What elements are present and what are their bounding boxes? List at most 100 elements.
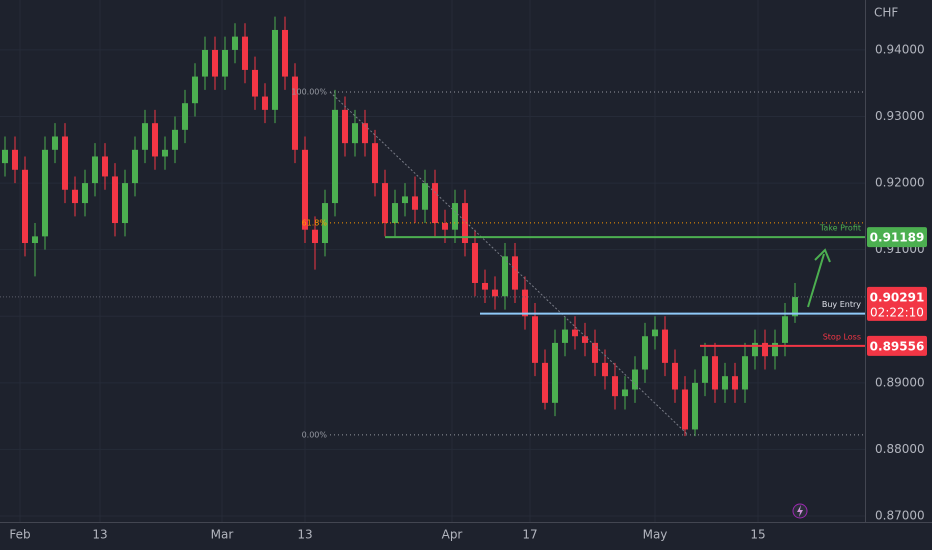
- candle-body: [642, 336, 648, 370]
- candle-body: [262, 96, 268, 110]
- candle-body: [132, 149, 138, 184]
- x-tick-label: 15: [750, 528, 765, 542]
- fib-trend-line: [329, 91, 689, 436]
- candle-body: [542, 362, 548, 403]
- candle-body: [552, 342, 558, 403]
- candle-body: [392, 203, 398, 224]
- candle-body: [532, 316, 538, 363]
- candle-body: [252, 69, 258, 97]
- level-label: Stop Loss: [823, 332, 861, 341]
- candle-body: [572, 329, 578, 337]
- candle-body: [212, 49, 218, 77]
- candle-body: [32, 236, 38, 244]
- last-price-label: 0.90291: [870, 290, 925, 304]
- candle-body: [742, 356, 748, 390]
- candle-body: [52, 136, 58, 150]
- price-tag: [867, 335, 927, 356]
- x-tick-label: 13: [297, 528, 312, 542]
- candle-body: [42, 149, 48, 237]
- candle-body: [192, 76, 198, 104]
- fib-label: 61.8%: [302, 218, 328, 227]
- candle-body: [242, 36, 248, 70]
- candle-body: [522, 289, 528, 317]
- candle-body: [222, 49, 228, 77]
- candle-body: [102, 156, 108, 177]
- candle-body: [772, 342, 778, 357]
- candle-body: [362, 123, 368, 144]
- y-tick-label: 0.94000: [875, 42, 925, 56]
- countdown: 02:22:10: [870, 305, 924, 319]
- candle-body: [162, 149, 168, 157]
- candle-body: [632, 369, 638, 390]
- level-label: Take Profit: [819, 224, 861, 233]
- candle-body: [762, 342, 768, 357]
- candle-body: [602, 362, 608, 377]
- candle-body: [92, 156, 98, 184]
- candle-body: [582, 336, 588, 343]
- fib-label: 100.00%: [291, 87, 327, 96]
- candle-body: [612, 376, 618, 397]
- candle-body: [462, 203, 468, 244]
- axis-title: CHF: [874, 6, 898, 20]
- candle-body: [662, 329, 668, 363]
- candle-body: [712, 356, 718, 390]
- y-tick-label: 0.89000: [875, 375, 925, 389]
- candle-body: [722, 376, 728, 390]
- candle-body: [732, 376, 738, 390]
- candle-body: [12, 149, 18, 170]
- price-tag-label: 0.89556: [870, 339, 925, 353]
- price-tag: [867, 227, 927, 248]
- candle-body: [702, 356, 708, 383]
- candle-body: [562, 329, 568, 343]
- candle-body: [62, 136, 68, 190]
- candle-body: [502, 256, 508, 297]
- x-tick-label: Apr: [442, 528, 463, 542]
- candle-body: [592, 342, 598, 363]
- candle-body: [122, 183, 128, 224]
- candle-body: [202, 49, 208, 77]
- x-tick-label: Mar: [211, 528, 234, 542]
- candle-body: [342, 109, 348, 144]
- price-tag-label: 0.91189: [870, 231, 925, 245]
- candle-body: [432, 183, 438, 224]
- candle-body: [422, 183, 428, 210]
- candle-body: [352, 123, 358, 144]
- candle-body: [682, 389, 688, 430]
- fib-label: 0.00%: [302, 430, 328, 439]
- candle-body: [472, 243, 478, 283]
- candle-body: [2, 149, 8, 164]
- y-tick-label: 0.93000: [875, 109, 925, 123]
- candle-body: [412, 196, 418, 210]
- candle-body: [492, 289, 498, 297]
- candle-body: [292, 76, 298, 150]
- candle-body: [442, 223, 448, 230]
- candle-body: [322, 203, 328, 244]
- x-tick-label: May: [643, 528, 668, 542]
- candle-body: [232, 36, 238, 50]
- candle-body: [382, 183, 388, 224]
- y-tick-label: 0.88000: [875, 442, 925, 456]
- last-price-tag: [867, 286, 927, 321]
- x-tick-label: 13: [92, 528, 107, 542]
- candle-body: [452, 203, 458, 230]
- y-tick-label: 0.87000: [875, 509, 925, 523]
- candle-body: [402, 196, 408, 204]
- candle-body: [72, 189, 78, 204]
- replay-icon: [792, 503, 808, 519]
- y-tick-label: 0.92000: [875, 176, 925, 190]
- level-label: Buy Entry: [822, 300, 861, 309]
- x-tick-label: Feb: [9, 528, 30, 542]
- candle-body: [782, 316, 788, 343]
- candle-body: [482, 282, 488, 290]
- candle-body: [332, 109, 338, 204]
- candle-body: [272, 29, 278, 110]
- candle-body: [112, 176, 118, 224]
- candle-body: [82, 183, 88, 204]
- plot-area: 0.940000.930000.920000.910000.900000.890…: [0, 0, 925, 542]
- candle-body: [22, 169, 28, 244]
- candle-body: [172, 129, 178, 150]
- candle-body: [142, 123, 148, 150]
- candle-body: [312, 229, 318, 244]
